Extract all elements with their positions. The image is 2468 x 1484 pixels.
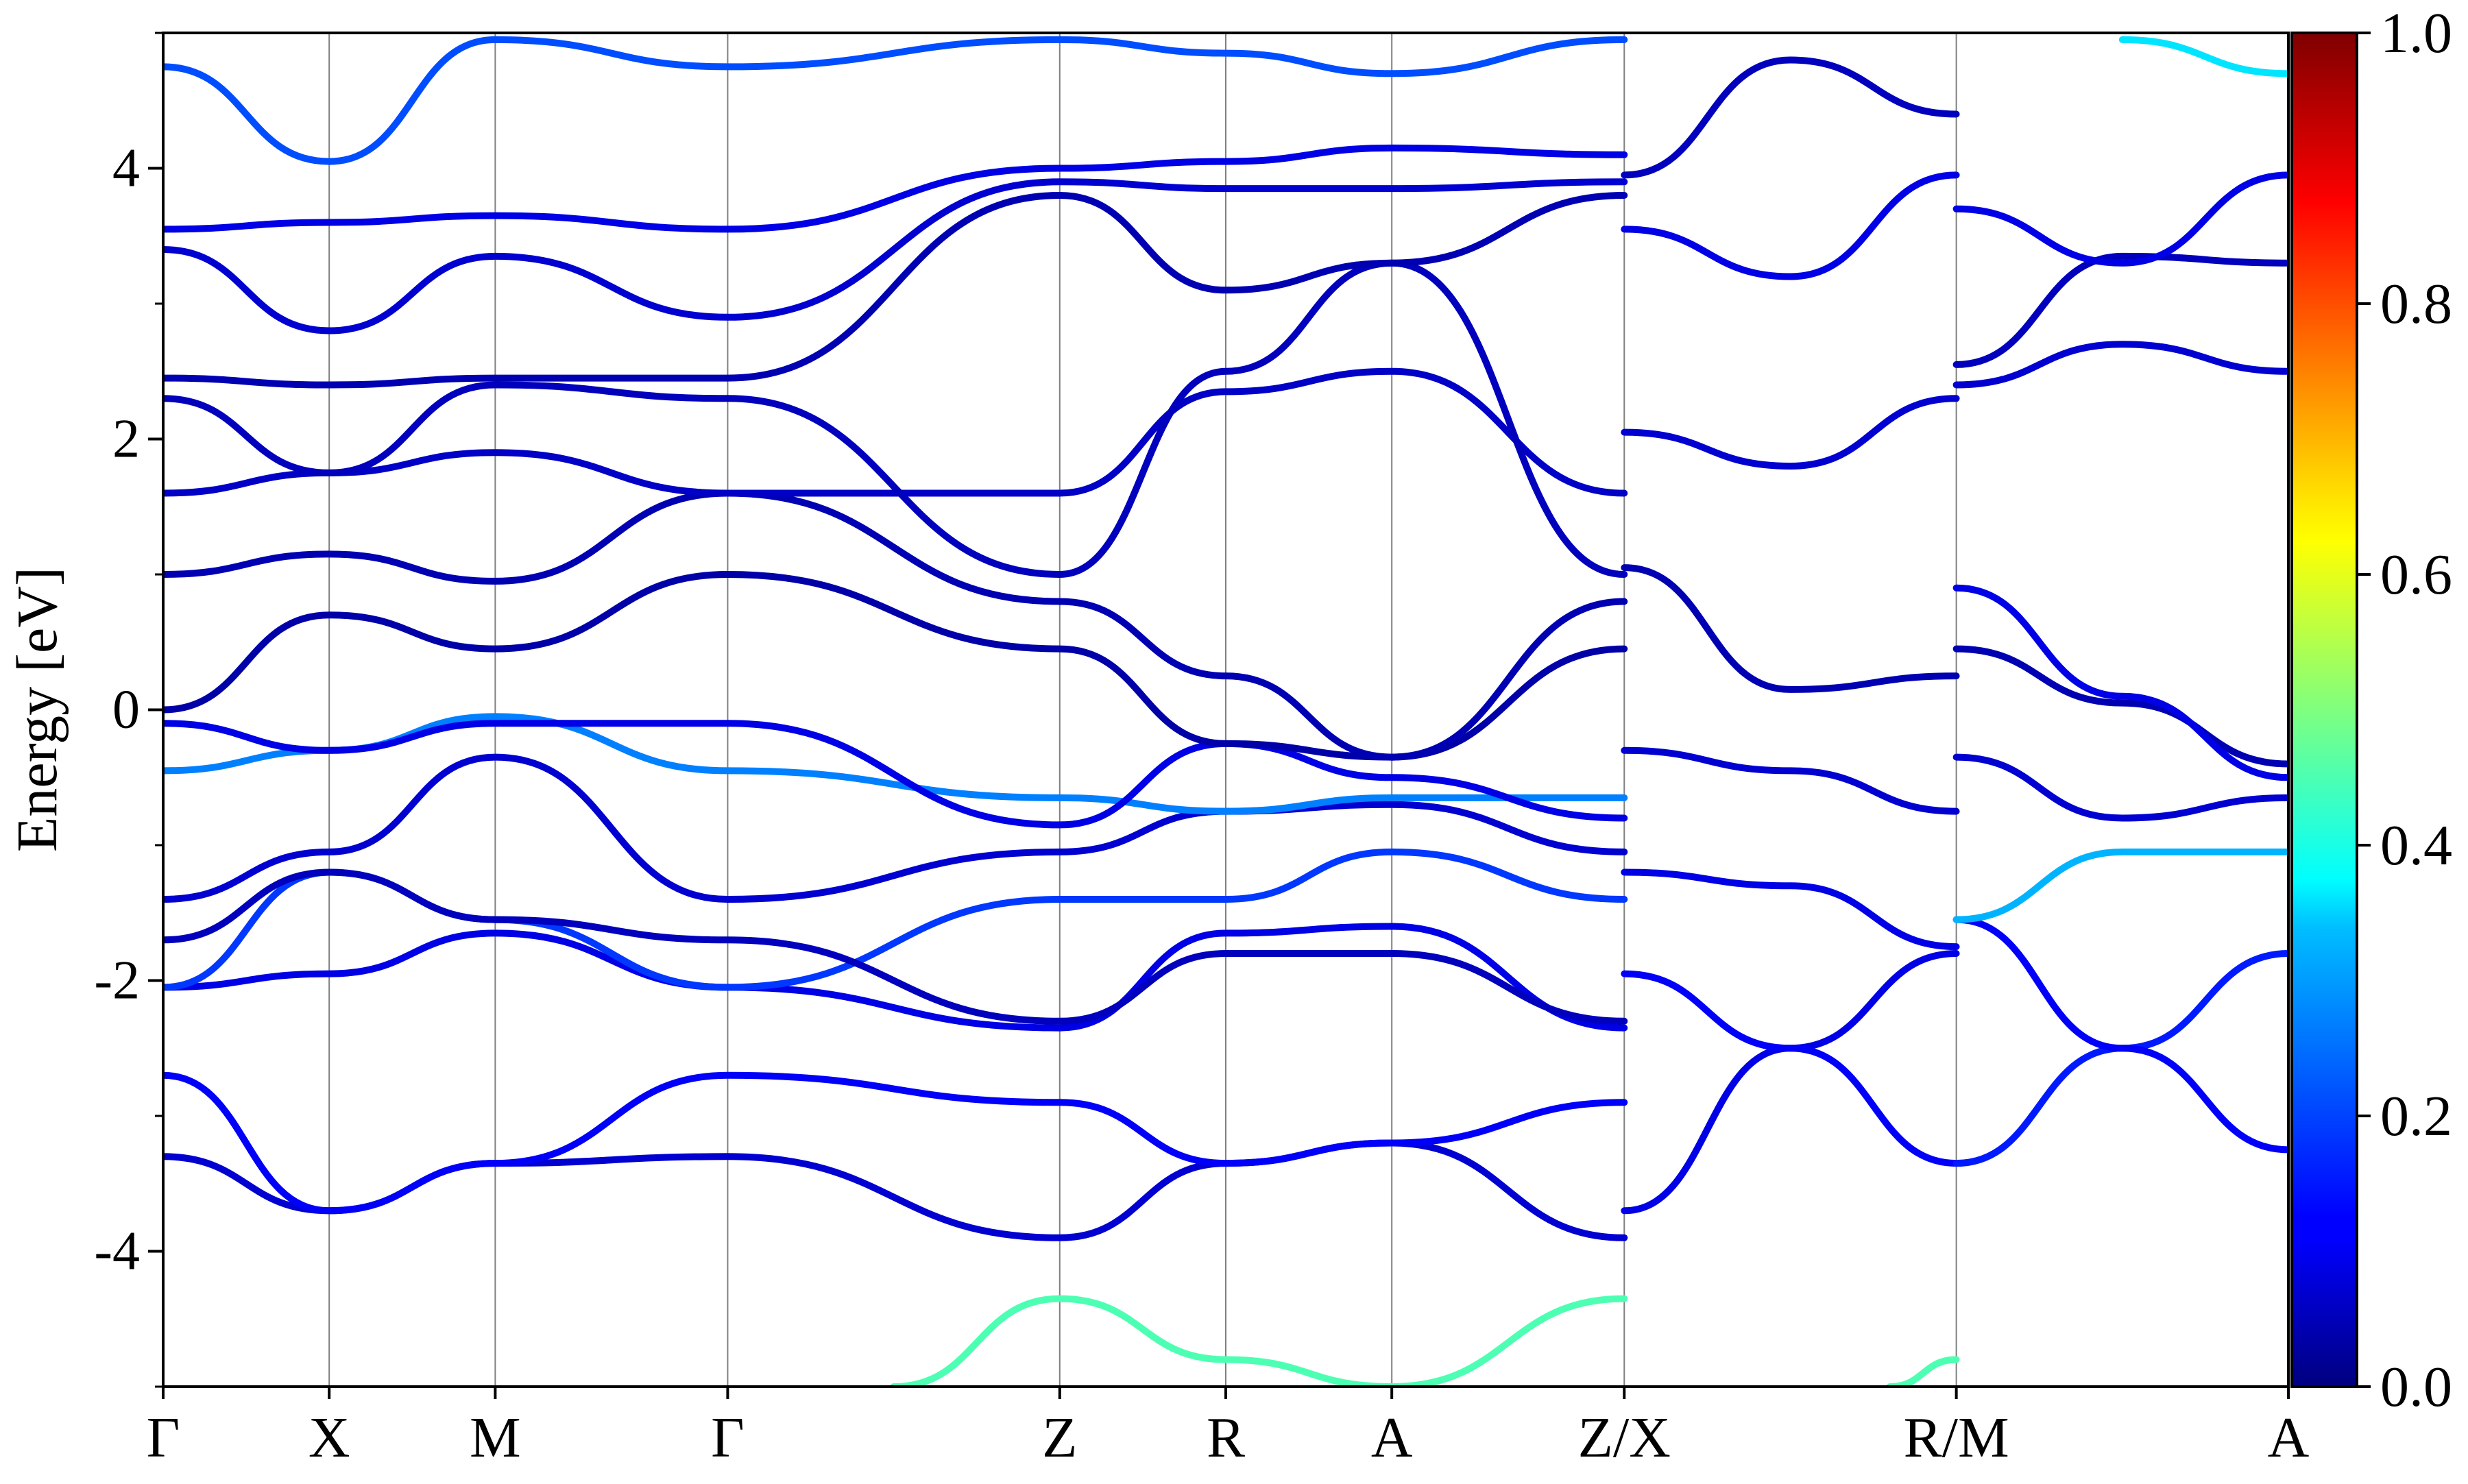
k-point-label: R/M	[1904, 1406, 2009, 1470]
colorbar-tick-label: 0.6	[2380, 543, 2452, 607]
band-line	[163, 571, 1628, 761]
band-line	[1952, 916, 2288, 1154]
band-line	[1952, 753, 2288, 822]
band-line	[163, 178, 1628, 334]
x-axis: Γ X M Γ Z R A Z/X R/M A	[147, 1387, 2310, 1470]
band-line	[1952, 848, 2288, 923]
band-line	[163, 36, 1628, 165]
y-tick-label: -2	[94, 951, 140, 1011]
band-line	[163, 192, 1628, 389]
band-line	[1621, 746, 1960, 815]
y-tick-label: -4	[94, 1221, 140, 1282]
grid-lines	[328, 33, 1957, 1387]
band-line	[1621, 171, 1960, 280]
k-point-label: M	[470, 1406, 521, 1470]
k-point-label: R	[1207, 1406, 1245, 1470]
band-line	[163, 868, 1628, 1025]
band-line	[1621, 56, 1960, 179]
band-curves	[163, 36, 2288, 1387]
band-line	[163, 713, 1628, 815]
band-line	[1621, 395, 1960, 470]
k-point-label: Γ	[147, 1406, 180, 1470]
colorbar-tick-label: 1.0	[2380, 1, 2452, 65]
band-line	[163, 367, 1628, 497]
band-line	[1952, 341, 2288, 389]
y-axis-label: Energy [eV]	[5, 567, 69, 852]
k-point-label: Z/X	[1578, 1406, 1671, 1470]
k-point-label: A	[2268, 1406, 2310, 1470]
colorbar-tick-label: 0.0	[2380, 1355, 2452, 1419]
colorbar-tick-label: 0.8	[2380, 272, 2452, 336]
band-line	[890, 1295, 1628, 1387]
band-line	[1621, 564, 1960, 693]
band-line	[1886, 1356, 1960, 1387]
band-line	[1621, 970, 1960, 1167]
k-point-label: Z	[1042, 1406, 1077, 1470]
colorbar-tick-label: 0.4	[2380, 814, 2452, 877]
y-axis: -4 -2 0 2 4	[94, 32, 163, 1388]
band-line	[163, 1139, 1628, 1241]
colorbar-gradient	[2290, 32, 2358, 1388]
y-tick-label: 4	[112, 138, 140, 199]
band-line	[1621, 950, 1960, 1215]
colorbar-tick-label: 0.2	[2380, 1084, 2452, 1148]
band-line	[2118, 36, 2288, 77]
band-line	[163, 720, 1628, 829]
band-line	[1952, 252, 2288, 368]
band-line	[1952, 584, 2288, 781]
colorbar: 0.0 0.2 0.4 0.6 0.8 1.0	[2290, 1, 2452, 1419]
k-point-label: Γ	[711, 1406, 745, 1470]
band-line	[163, 923, 1628, 1032]
band-line	[1621, 868, 1960, 951]
band-line	[163, 753, 1628, 903]
k-point-label: X	[308, 1406, 350, 1470]
band-line	[1952, 171, 2288, 267]
band-line	[163, 259, 1628, 578]
y-tick-label: 2	[112, 409, 140, 470]
k-point-label: A	[1371, 1406, 1413, 1470]
band-line	[163, 489, 1628, 761]
band-line	[163, 144, 1628, 233]
band-line	[1952, 645, 2288, 768]
y-tick-label: 0	[112, 680, 140, 740]
colorbar-ticks: 0.0 0.2 0.4 0.6 0.8 1.0	[2357, 1, 2452, 1419]
band-line	[163, 1071, 1628, 1215]
